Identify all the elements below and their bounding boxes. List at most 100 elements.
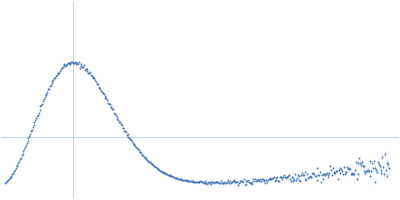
Point (135, 148, 141, 151)
Point (382, 169, 389, 172)
Point (76, 61, 82, 64)
Point (242, 180, 249, 183)
Point (6, 176, 13, 179)
Point (187, 179, 193, 183)
Point (273, 178, 280, 182)
Point (254, 178, 261, 182)
Point (272, 177, 279, 180)
Point (2, 181, 9, 185)
Point (207, 180, 214, 183)
Point (134, 147, 140, 150)
Point (90, 75, 96, 79)
Point (13, 165, 20, 168)
Point (210, 181, 216, 184)
Point (324, 175, 331, 179)
Point (74, 61, 80, 64)
Point (278, 175, 285, 179)
Point (204, 182, 210, 185)
Point (120, 126, 126, 129)
Point (316, 174, 322, 177)
Point (33, 116, 39, 120)
Point (68, 60, 74, 63)
Point (97, 88, 104, 91)
Point (381, 172, 387, 176)
Point (139, 153, 145, 156)
Point (96, 87, 103, 90)
Point (85, 71, 92, 74)
Point (320, 177, 326, 180)
Point (172, 176, 179, 179)
Point (84, 68, 90, 71)
Point (202, 179, 209, 182)
Point (270, 177, 276, 180)
Point (192, 180, 198, 183)
Point (159, 170, 165, 173)
Point (154, 166, 160, 170)
Point (303, 178, 310, 182)
Point (200, 181, 207, 184)
Point (260, 178, 266, 181)
Point (49, 79, 56, 82)
Point (322, 173, 328, 176)
Point (72, 61, 79, 65)
Point (145, 159, 151, 163)
Point (172, 176, 178, 179)
Point (149, 163, 156, 166)
Point (194, 180, 201, 183)
Point (222, 181, 228, 184)
Point (31, 121, 38, 124)
Point (288, 179, 294, 183)
Point (8, 174, 15, 177)
Point (167, 174, 174, 178)
Point (108, 106, 115, 109)
Point (133, 145, 139, 148)
Point (304, 173, 310, 176)
Point (73, 63, 80, 66)
Point (280, 175, 286, 178)
Point (88, 74, 95, 78)
Point (218, 180, 224, 183)
Point (314, 178, 320, 181)
Point (195, 180, 202, 183)
Point (212, 180, 218, 184)
Point (52, 76, 58, 79)
Point (344, 166, 350, 169)
Point (150, 164, 156, 167)
Point (211, 182, 217, 185)
Point (345, 167, 351, 170)
Point (56, 72, 62, 75)
Point (254, 178, 260, 181)
Point (228, 181, 234, 184)
Point (263, 178, 269, 181)
Point (329, 173, 335, 176)
Point (98, 90, 104, 93)
Point (251, 179, 257, 183)
Point (341, 166, 347, 169)
Point (12, 167, 19, 170)
Point (218, 181, 225, 184)
Point (294, 177, 300, 180)
Point (230, 180, 236, 183)
Point (55, 71, 62, 74)
Point (200, 180, 206, 183)
Point (285, 174, 292, 177)
Point (165, 173, 171, 176)
Point (18, 156, 24, 159)
Point (88, 74, 94, 77)
Point (61, 64, 68, 67)
Point (109, 108, 116, 111)
Point (351, 172, 357, 175)
Point (260, 179, 267, 182)
Point (229, 180, 235, 184)
Point (151, 164, 157, 168)
Point (47, 84, 53, 88)
Point (119, 126, 126, 129)
Point (274, 175, 280, 179)
Point (100, 91, 106, 94)
Point (336, 166, 343, 169)
Point (330, 166, 336, 170)
Point (188, 180, 194, 183)
Point (45, 87, 51, 91)
Point (140, 154, 146, 157)
Point (248, 181, 254, 185)
